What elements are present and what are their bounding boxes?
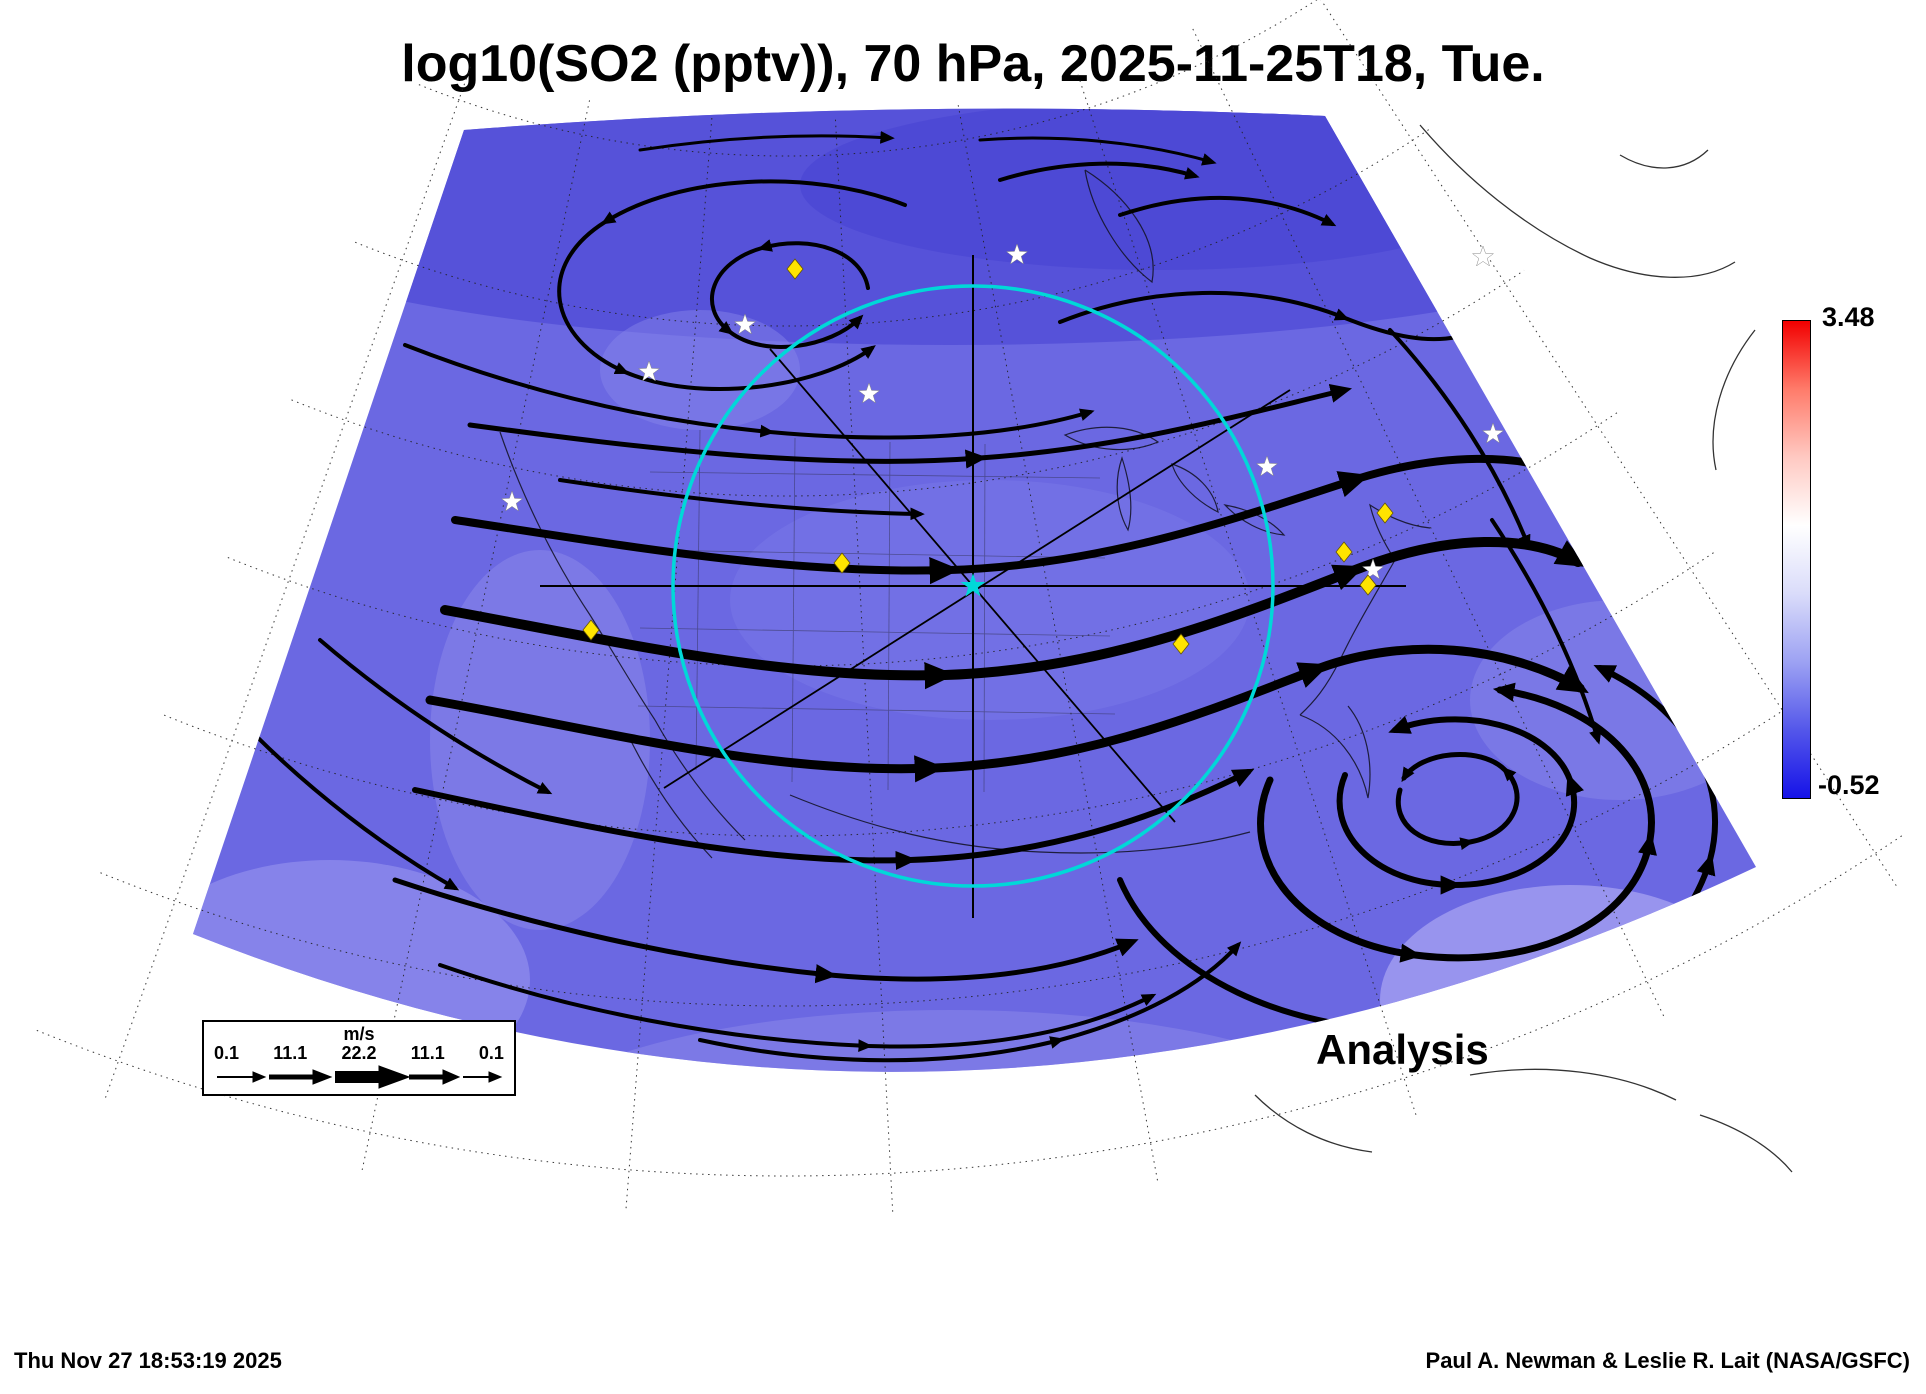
- star-marker: [500, 490, 524, 512]
- star-marker: [857, 382, 881, 404]
- wind-speed-value: 0.1: [214, 1043, 240, 1063]
- plot-title: log10(SO2 (pptv)), 70 hPa, 2025-11-25T18…: [401, 35, 1545, 93]
- star-marker: [1361, 558, 1385, 580]
- colorbar-min-label: -0.52: [1818, 770, 1880, 800]
- star-marker: [733, 313, 757, 335]
- diamond-marker: [786, 258, 804, 280]
- star-marker: [1255, 455, 1279, 477]
- site-markers: [500, 243, 1505, 655]
- diamond-marker: [1335, 541, 1353, 563]
- creation-timestamp: Thu Nov 27 18:53:19 2025: [14, 1348, 282, 1373]
- diamond-marker: [582, 619, 600, 641]
- star-marker: [637, 360, 661, 382]
- diamond-marker: [1359, 574, 1377, 596]
- star-marker: [1005, 243, 1029, 265]
- wind-speed-value: 22.2: [341, 1043, 377, 1063]
- range-circle: [671, 284, 1275, 888]
- star-marker: [1481, 422, 1505, 444]
- coastlines-outside: [1254, 124, 1793, 1173]
- wind-legend-units-label: m/s: [343, 1024, 375, 1044]
- center-star-marker: [960, 573, 986, 597]
- wind-speed-legend: m/s 0.1 11.1 22.2 11.1 0.1: [202, 1020, 516, 1096]
- wind-legend-values: 0.1 11.1 22.2 11.1 0.1: [212, 1043, 506, 1063]
- wind-speed-value: 11.1: [273, 1043, 308, 1063]
- wind-speed-value: 11.1: [410, 1043, 445, 1063]
- colorbar: [1782, 320, 1811, 799]
- colorbar-max-label: 3.48: [1822, 302, 1875, 332]
- diamond-marker: [1172, 633, 1190, 655]
- wind-speed-scale-arrows-icon: [217, 1065, 503, 1089]
- credit-text: Paul A. Newman & Leslie R. Lait (NASA/GS…: [1425, 1348, 1910, 1373]
- analysis-label: Analysis: [1316, 1026, 1489, 1073]
- star-marker: [1471, 245, 1495, 267]
- wind-speed-value: 0.1: [478, 1043, 504, 1063]
- diamond-marker: [1376, 502, 1394, 524]
- diamond-marker: [833, 552, 851, 574]
